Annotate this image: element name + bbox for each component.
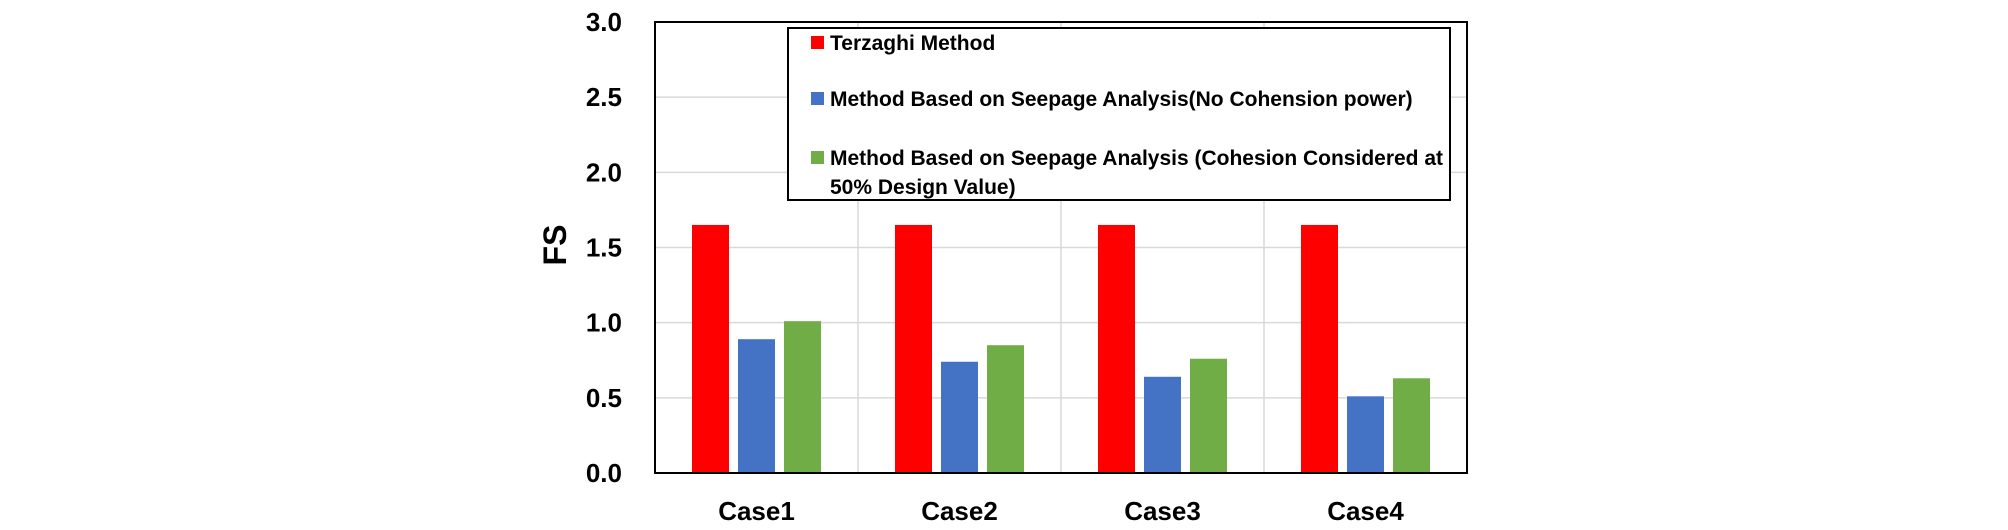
legend-box xyxy=(787,27,1451,201)
y-tick-label: 0.0 xyxy=(586,458,622,488)
legend-label-1: Terzaghi Method xyxy=(830,32,995,55)
y-tick-label: 3.0 xyxy=(586,7,622,37)
bar-case3-series-1 xyxy=(1098,224,1135,473)
x-tick-label: Case2 xyxy=(921,496,998,526)
bar-case4-series-2 xyxy=(1347,396,1384,473)
legend-swatch-2 xyxy=(811,92,824,105)
bar-case2-series-2 xyxy=(941,361,978,473)
y-tick-label: 2.0 xyxy=(586,157,622,187)
y-tick-label: 2.5 xyxy=(586,82,622,112)
x-tick-label: Case3 xyxy=(1124,496,1201,526)
plot-frame xyxy=(654,21,1468,474)
bar-case1-series-1 xyxy=(692,224,729,473)
bar-case4-series-3 xyxy=(1393,378,1430,473)
bar-case1-series-2 xyxy=(738,339,775,473)
legend-label-2: Method Based on Seepage Analysis(No Cohe… xyxy=(830,88,1413,111)
x-tick-label: Case1 xyxy=(718,496,795,526)
legend-swatch-1 xyxy=(811,36,824,49)
legend: Terzaghi Method Method Based on Seepage A… xyxy=(787,27,1451,201)
bar-case3-series-2 xyxy=(1144,376,1181,473)
y-tick-label: 1.0 xyxy=(586,308,622,338)
bar-case4-series-1 xyxy=(1301,224,1338,473)
axes: 0.0 0.5 1.0 1.5 2.0 2.5 3.0 Case1 Case2 Case3 Case… xyxy=(586,7,1468,526)
y-tick-label: 0.5 xyxy=(586,383,622,413)
bar-case2-series-3 xyxy=(987,345,1024,473)
legend-label-3: Method Based on Seepage Analysis (Cohesi… xyxy=(830,147,1443,170)
y-axis-title: FS xyxy=(537,225,573,266)
legend-label-3: 50% Design Value) xyxy=(830,176,1016,199)
bar-case1-series-3 xyxy=(784,321,821,473)
x-tick-label: Case4 xyxy=(1327,496,1404,526)
bar-case3-series-3 xyxy=(1190,358,1227,473)
legend-swatch-3 xyxy=(811,151,824,164)
y-tick-label: 1.5 xyxy=(586,233,622,263)
bar-case2-series-1 xyxy=(895,224,932,473)
bars xyxy=(692,224,1430,473)
